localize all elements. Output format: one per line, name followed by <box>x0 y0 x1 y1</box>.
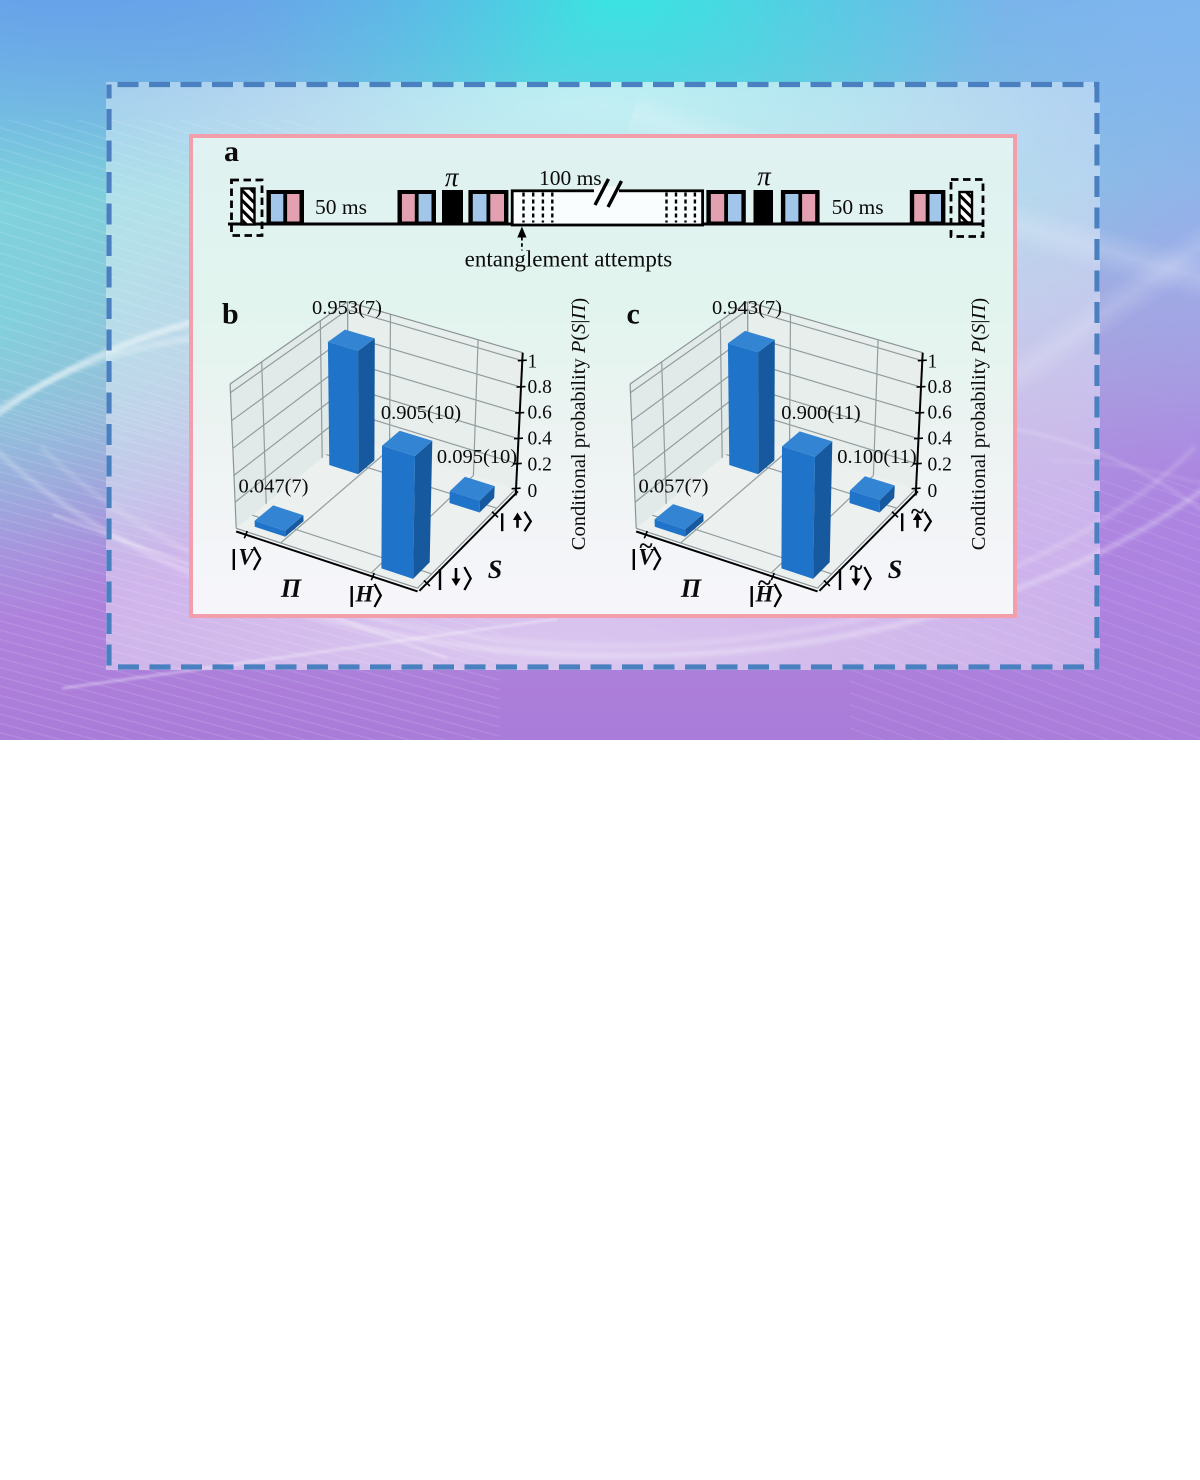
svg-text:0.2: 0.2 <box>528 455 552 476</box>
svg-text:0.095(10): 0.095(10) <box>437 446 517 468</box>
svg-text:0.900(11): 0.900(11) <box>781 402 861 424</box>
svg-text:Conditional probability P(S|Π): Conditional probability P(S|Π) <box>968 298 990 550</box>
svg-text:0: 0 <box>928 481 938 502</box>
svg-text:0.2: 0.2 <box>928 455 952 476</box>
svg-text:1: 1 <box>928 352 938 373</box>
svg-text:0.8: 0.8 <box>928 377 952 398</box>
svg-text:0.6: 0.6 <box>928 403 953 424</box>
svg-text:entanglement attempts: entanglement attempts <box>465 247 673 272</box>
svg-text:0.6: 0.6 <box>528 403 553 424</box>
svg-text:0.8: 0.8 <box>528 377 552 398</box>
svg-text:50 ms: 50 ms <box>315 195 367 219</box>
svg-text:H: H <box>355 582 375 607</box>
svg-text:~: ~ <box>639 533 652 560</box>
svg-text:a: a <box>224 135 239 168</box>
svg-text:Conditional probability P(S|Π): Conditional probability P(S|Π) <box>568 298 590 550</box>
svg-text:π: π <box>445 162 460 192</box>
svg-text:50 ms: 50 ms <box>832 195 884 219</box>
svg-text:c: c <box>627 298 640 331</box>
svg-text:Π: Π <box>680 574 702 603</box>
svg-text:0.4: 0.4 <box>528 429 553 450</box>
svg-text:0.953(7): 0.953(7) <box>312 297 382 319</box>
svg-text:Π: Π <box>280 574 302 603</box>
svg-text:0.905(10): 0.905(10) <box>381 402 461 424</box>
svg-text:0.100(11): 0.100(11) <box>837 446 917 468</box>
svg-text:π: π <box>757 161 772 191</box>
svg-text:1: 1 <box>528 352 538 373</box>
svg-text:~: ~ <box>911 498 924 525</box>
svg-text:0.943(7): 0.943(7) <box>712 297 782 319</box>
svg-text:H: H <box>755 582 775 607</box>
svg-text:0: 0 <box>528 481 538 502</box>
svg-text:100 ms: 100 ms <box>539 166 602 190</box>
svg-text:b: b <box>222 298 239 331</box>
svg-text:V: V <box>638 545 655 570</box>
svg-text:V: V <box>238 545 255 570</box>
svg-text:0.4: 0.4 <box>928 429 953 450</box>
svg-text:0.047(7): 0.047(7) <box>238 476 308 498</box>
svg-text:~: ~ <box>849 555 862 582</box>
svg-text:S: S <box>488 555 502 584</box>
svg-text:0.057(7): 0.057(7) <box>638 476 708 498</box>
svg-text:~: ~ <box>758 570 771 597</box>
svg-text:S: S <box>888 555 902 584</box>
